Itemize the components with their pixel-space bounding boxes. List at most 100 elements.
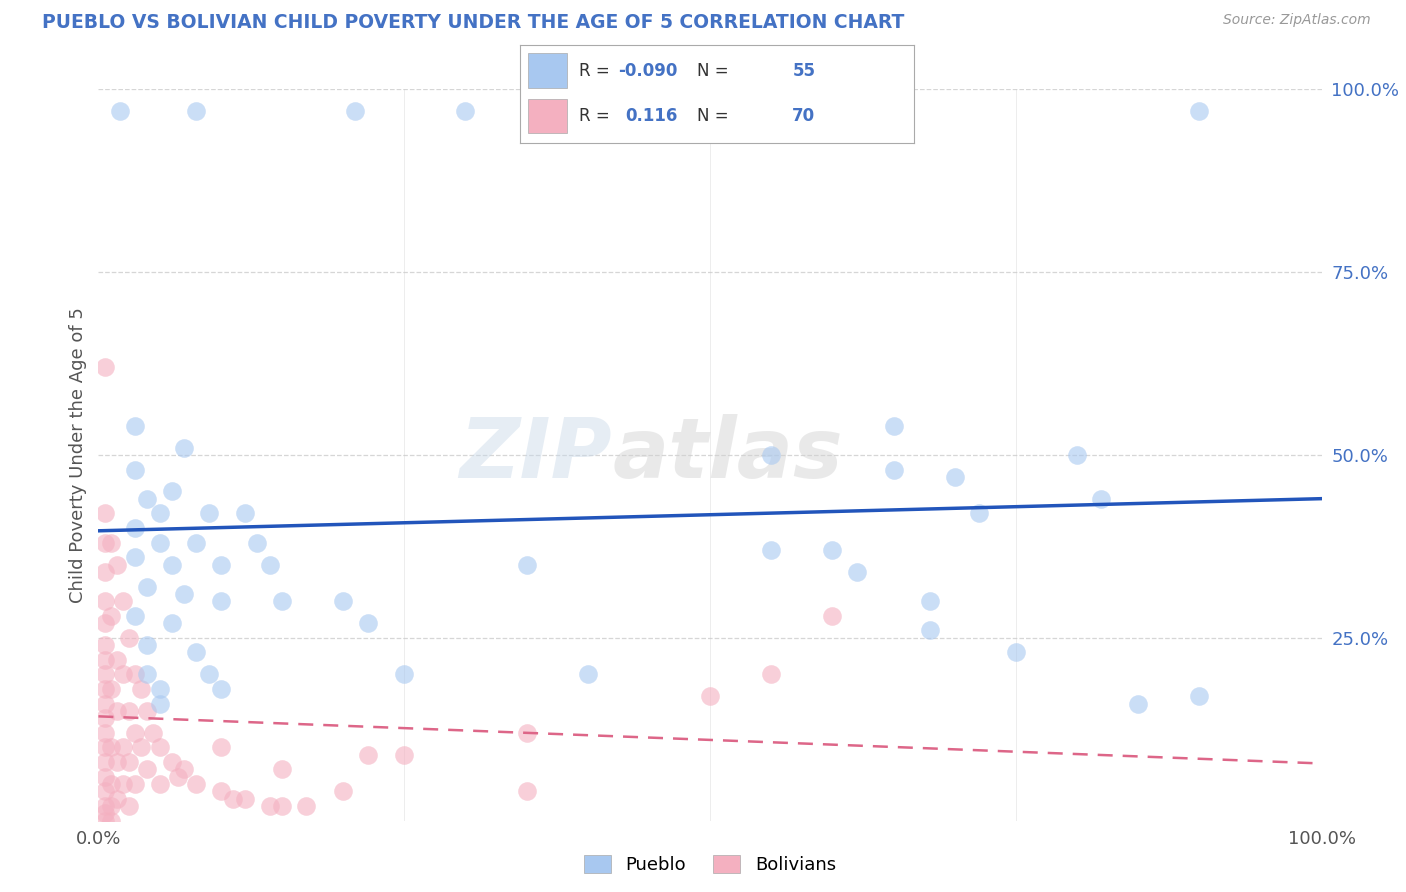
Text: 70: 70 xyxy=(793,107,815,125)
Point xyxy=(270,594,294,608)
Point xyxy=(173,763,195,777)
Point xyxy=(356,616,378,631)
Point xyxy=(105,791,128,805)
Point xyxy=(344,104,367,119)
Point xyxy=(515,784,537,798)
Point xyxy=(93,697,115,711)
Point xyxy=(186,535,208,549)
Point xyxy=(149,681,172,696)
Text: N =: N = xyxy=(697,107,734,125)
Point xyxy=(209,740,232,755)
Point xyxy=(222,791,245,805)
Point xyxy=(129,740,152,755)
Point xyxy=(124,608,146,623)
Point xyxy=(160,484,183,499)
Point xyxy=(118,631,141,645)
Point xyxy=(110,104,132,119)
Point xyxy=(270,799,294,814)
Point xyxy=(149,697,172,711)
Point xyxy=(259,558,281,572)
Point xyxy=(93,740,115,755)
Point xyxy=(93,507,115,521)
Y-axis label: Child Poverty Under the Age of 5: Child Poverty Under the Age of 5 xyxy=(69,307,87,603)
Text: 0.116: 0.116 xyxy=(626,107,678,125)
Point xyxy=(186,645,208,659)
Point xyxy=(105,558,128,572)
Point xyxy=(93,594,115,608)
Point xyxy=(392,747,416,762)
Point xyxy=(136,667,159,681)
Point xyxy=(93,667,115,681)
Text: Source: ZipAtlas.com: Source: ZipAtlas.com xyxy=(1223,13,1371,28)
Point xyxy=(209,784,232,798)
Point xyxy=(197,667,219,681)
Point xyxy=(118,799,141,814)
Point xyxy=(136,638,159,652)
Point xyxy=(553,104,575,119)
Point xyxy=(93,799,115,814)
Point xyxy=(186,777,208,791)
Point xyxy=(761,543,783,558)
Point xyxy=(93,711,115,725)
Point xyxy=(100,535,122,549)
Point xyxy=(136,763,159,777)
Point xyxy=(209,681,232,696)
Point xyxy=(105,704,128,718)
Point xyxy=(100,777,122,791)
FancyBboxPatch shape xyxy=(529,99,568,133)
Point xyxy=(209,594,232,608)
Point xyxy=(845,565,868,579)
Legend: Pueblo, Bolivians: Pueblo, Bolivians xyxy=(576,847,844,881)
Point xyxy=(142,726,165,740)
Point xyxy=(246,535,269,549)
Point xyxy=(111,777,134,791)
Point xyxy=(1066,448,1088,462)
Point xyxy=(160,616,183,631)
Text: R =: R = xyxy=(579,62,616,80)
Point xyxy=(105,755,128,769)
Point xyxy=(149,507,172,521)
Text: ZIP: ZIP xyxy=(460,415,612,495)
Point xyxy=(1004,645,1026,659)
Point xyxy=(93,681,115,696)
Point xyxy=(118,704,141,718)
Point xyxy=(136,580,159,594)
Point xyxy=(821,608,844,623)
Point xyxy=(515,558,537,572)
Point xyxy=(118,755,141,769)
Point xyxy=(883,462,905,476)
Point xyxy=(883,418,905,433)
Point xyxy=(392,667,416,681)
Point xyxy=(173,587,195,601)
Point xyxy=(129,681,152,696)
Point xyxy=(100,799,122,814)
Point xyxy=(93,638,115,652)
Point xyxy=(295,799,318,814)
Point xyxy=(209,558,232,572)
Point xyxy=(173,441,195,455)
Point xyxy=(356,747,378,762)
Point xyxy=(93,770,115,784)
Point xyxy=(93,653,115,667)
Point xyxy=(920,594,942,608)
Point xyxy=(332,594,354,608)
Point xyxy=(93,726,115,740)
Point xyxy=(136,704,159,718)
Point xyxy=(93,784,115,798)
Point xyxy=(1188,690,1211,704)
Point xyxy=(149,535,172,549)
Point xyxy=(105,653,128,667)
Point xyxy=(233,507,256,521)
Point xyxy=(93,616,115,631)
Point xyxy=(1128,697,1150,711)
Point xyxy=(160,755,183,769)
Point xyxy=(761,448,783,462)
Text: atlas: atlas xyxy=(612,415,842,495)
Point xyxy=(920,624,942,638)
Point xyxy=(93,535,115,549)
Point xyxy=(124,777,146,791)
Point xyxy=(93,814,115,828)
Point xyxy=(515,726,537,740)
Point xyxy=(167,770,190,784)
Text: N =: N = xyxy=(697,62,734,80)
